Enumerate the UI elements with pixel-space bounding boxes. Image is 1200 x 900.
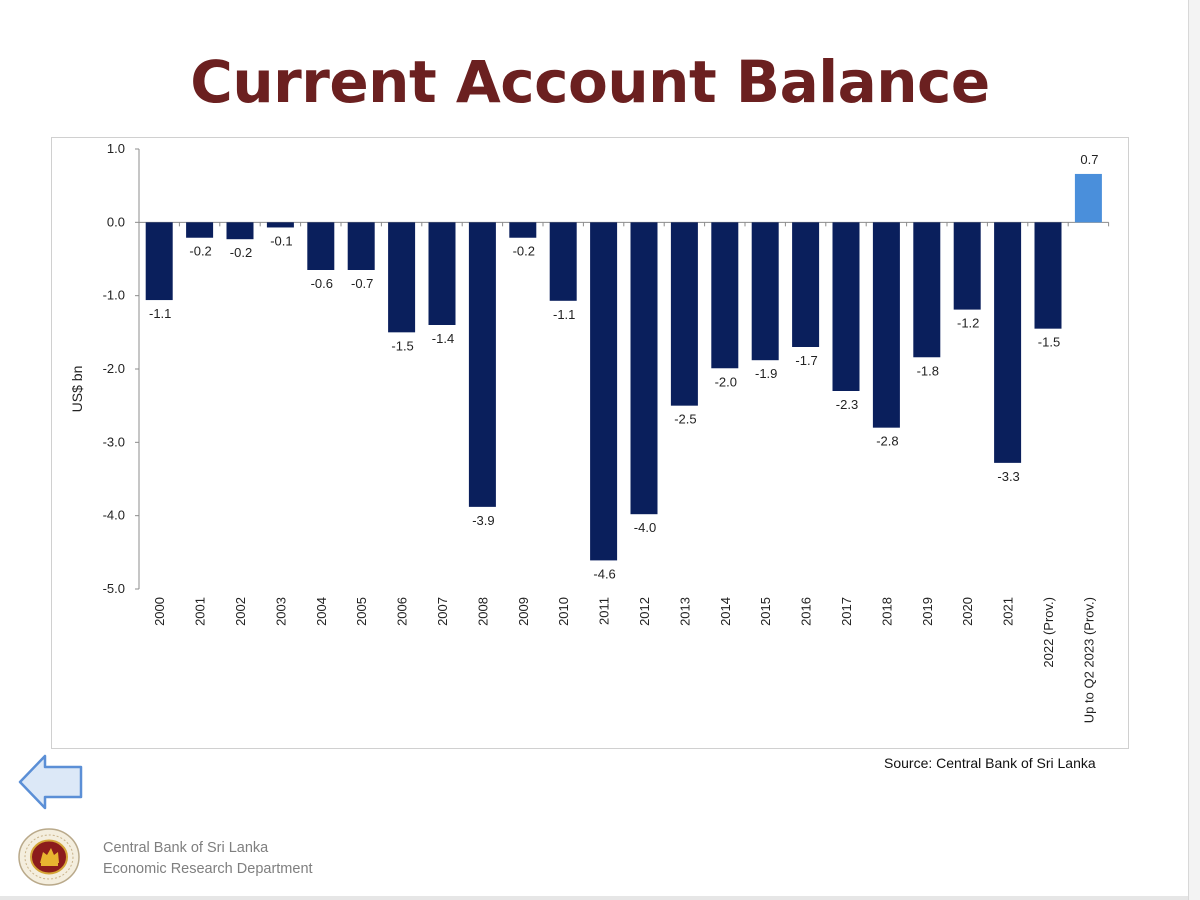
bar [428, 222, 456, 325]
footer-department: Economic Research Department [103, 861, 313, 877]
slide-title: Current Account Balance [190, 48, 990, 116]
x-tick-label: 2020 [960, 597, 975, 626]
central-bank-seal-icon [18, 828, 80, 891]
x-tick-label: 2002 [233, 597, 248, 626]
data-label: -0.2 [189, 244, 211, 259]
bar [266, 222, 294, 228]
bar [1034, 222, 1062, 329]
bar [872, 222, 900, 428]
data-label: -0.6 [311, 276, 333, 291]
bar [670, 222, 698, 406]
x-tick-label: 2019 [920, 597, 935, 626]
data-label: -1.2 [957, 316, 979, 331]
y-tick-label: 0.0 [107, 214, 125, 229]
data-label: 0.7 [1080, 152, 1098, 167]
data-label: -4.6 [593, 566, 615, 581]
data-label: -1.1 [149, 306, 171, 321]
y-tick-label: -4.0 [103, 508, 125, 523]
x-tick-label: 2008 [475, 597, 490, 626]
bar [226, 222, 254, 240]
bar [832, 222, 860, 391]
current-account-bar-chart: 1.0 0.0 -1.0 -2.0 -3.0 -4.0 -5.0 US$ bn -1.1 2000… [69, 141, 1110, 723]
x-tick-label: 2001 [193, 597, 208, 626]
chart-frame: 1.0 0.0 -1.0 -2.0 -3.0 -4.0 -5.0 US$ bn -1.1 2000… [51, 137, 1129, 749]
footer-organization: Central Bank of Sri Lanka Economic Resea… [103, 838, 313, 880]
bar [307, 222, 335, 270]
y-axis-title: US$ bn [69, 366, 85, 413]
x-tick-label: 2005 [354, 597, 369, 626]
data-label: -3.9 [472, 513, 494, 528]
x-tick-label: Up to Q2 2023 (Prov.) [1081, 597, 1096, 723]
x-tick-label: 2010 [556, 597, 571, 626]
x-tick-label: 2007 [435, 597, 450, 626]
x-tick-label: 2012 [637, 597, 652, 626]
x-tick-label: 2014 [718, 597, 733, 626]
bar [186, 222, 214, 238]
data-label: -1.1 [553, 307, 575, 322]
x-tick-label: 2003 [273, 597, 288, 626]
bar [792, 222, 820, 347]
arrow-left-icon[interactable] [18, 754, 84, 815]
data-label: -1.4 [432, 331, 454, 346]
x-tick-label: 2004 [314, 597, 329, 626]
data-label: -1.5 [391, 338, 413, 353]
bar [468, 222, 496, 507]
bar [590, 222, 618, 561]
data-label: -1.9 [755, 366, 777, 381]
y-tick-label: -5.0 [103, 581, 125, 596]
data-label: -0.2 [513, 244, 535, 259]
bar [145, 222, 173, 301]
bar [751, 222, 779, 361]
bar [1074, 173, 1102, 223]
bar [953, 222, 981, 310]
x-tick-label: 2006 [395, 597, 410, 626]
bar [347, 222, 375, 270]
data-label: -0.2 [230, 245, 252, 260]
x-tick-label: 2013 [677, 597, 692, 626]
y-tick-label: -2.0 [103, 361, 125, 376]
data-label: -1.5 [1038, 335, 1060, 350]
x-tick-label: 2015 [758, 597, 773, 626]
data-label: -1.7 [795, 353, 817, 368]
footer-org-name: Central Bank of Sri Lanka [103, 840, 269, 856]
x-tick-label: 2021 [1001, 597, 1016, 626]
bar [913, 222, 941, 358]
x-tick-label: 2011 [597, 597, 612, 625]
source-note: Source: Central Bank of Sri Lanka [884, 755, 1096, 771]
data-label: -3.3 [997, 469, 1019, 484]
data-label: -0.1 [270, 233, 292, 248]
data-label: -2.3 [836, 397, 858, 412]
y-tick-label: 1.0 [107, 141, 125, 156]
bar [509, 222, 537, 238]
data-label: -1.8 [917, 363, 939, 378]
bar [549, 222, 577, 301]
x-tick-label: 2022 (Prov.) [1041, 597, 1056, 668]
slide-bottom-edge [0, 896, 1188, 900]
x-tick-label: 2000 [152, 597, 167, 626]
bar [388, 222, 416, 333]
data-label: -2.0 [715, 374, 737, 389]
bar [711, 222, 739, 369]
y-tick-label: -3.0 [103, 434, 125, 449]
data-label: -2.5 [674, 412, 696, 427]
data-label: -0.7 [351, 276, 373, 291]
x-tick-label: 2009 [516, 597, 531, 626]
data-label: -2.8 [876, 434, 898, 449]
data-label: -4.0 [634, 520, 656, 535]
y-tick-label: -1.0 [103, 288, 125, 303]
slide-right-edge [1188, 0, 1200, 900]
bar [630, 222, 658, 515]
x-tick-label: 2018 [879, 597, 894, 626]
x-tick-label: 2016 [799, 597, 814, 626]
bar [994, 222, 1022, 463]
x-tick-label: 2017 [839, 597, 854, 626]
